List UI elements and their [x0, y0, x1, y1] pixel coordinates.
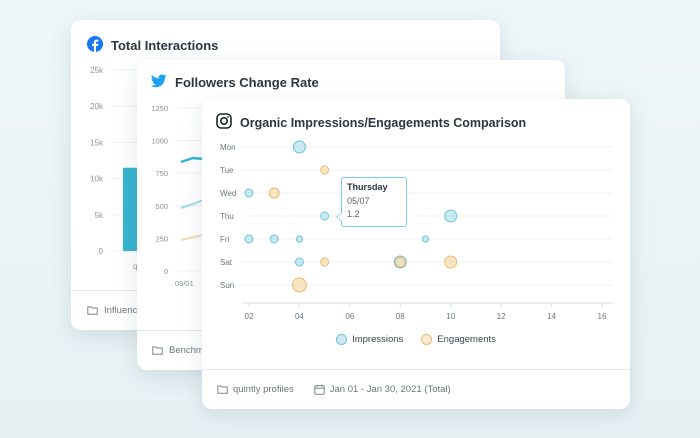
y-tick-label: 1250: [151, 104, 168, 113]
card-header: Total Interactions: [87, 36, 218, 55]
impressions-engagements-scatter-chart: Mon Tue Wed Thu Fri Sat Sun 02 04 06 08 10 12 14 16: [220, 140, 612, 321]
scatter-point-impressions[interactable]: [295, 235, 303, 243]
footer-folder-label[interactable]: quintly profiles: [233, 384, 294, 395]
footer-date-range[interactable]: Jan 01 - Jan 30, 2021 (Total): [329, 384, 451, 395]
footer-folder-label[interactable]: Influence: [104, 305, 143, 316]
legend-item-impressions[interactable]: Impressions: [336, 334, 403, 345]
scatter-point-engagements[interactable]: [291, 277, 307, 293]
y-tick-label: 500: [155, 202, 168, 211]
y-tick-label: 0: [164, 267, 168, 276]
scatter-point-impressions[interactable]: [244, 188, 254, 198]
legend-swatch: [336, 334, 348, 345]
facebook-icon: [87, 36, 103, 55]
legend-label: Impressions: [352, 334, 404, 345]
line-series-3: [180, 234, 204, 241]
scatter-point-engagements[interactable]: [320, 257, 330, 267]
scatter-point-engagements[interactable]: [444, 255, 458, 269]
scatter-point-engagements[interactable]: [320, 165, 330, 175]
card-title: Followers Change Rate: [175, 75, 319, 90]
x-tick-label: 12: [497, 312, 506, 321]
folder-icon: [217, 384, 228, 395]
line-series-2: [180, 199, 204, 209]
card-header: Organic Impressions/Engagements Comparis…: [216, 113, 526, 132]
twitter-icon: [150, 74, 167, 91]
folder-icon: [87, 305, 98, 316]
scatter-point-engagements[interactable]: [268, 187, 280, 199]
legend-swatch: [421, 334, 433, 345]
y-category-label: Sat: [220, 258, 233, 267]
x-tick-label: 02: [245, 312, 254, 321]
y-tick-label: 0: [99, 247, 104, 256]
scatter-point-impressions[interactable]: [269, 234, 279, 244]
y-tick-label: 250: [155, 234, 168, 243]
y-category-label: Sun: [220, 281, 234, 290]
folder-icon: [152, 345, 163, 356]
y-tick-label: 10k: [90, 175, 104, 184]
scatter-point-impressions[interactable]: [294, 257, 304, 267]
tooltip-date: 05/07: [347, 196, 370, 206]
organic-impressions-engagements-card: Organic Impressions/Engagements Comparis…: [202, 99, 630, 409]
card-title: Organic Impressions/Engagements Comparis…: [240, 115, 527, 130]
y-tick-label: 15k: [90, 138, 104, 147]
x-tick-label: 14: [547, 312, 556, 321]
y-tick-label: 1000: [151, 137, 168, 146]
tooltip-title: Thursday: [347, 182, 388, 192]
x-tick-label: 10: [446, 312, 455, 321]
scatter-point-engagements[interactable]: [394, 256, 406, 268]
y-category-label: Fri: [220, 235, 230, 244]
scatter-point-impressions[interactable]: [422, 235, 429, 243]
x-tick-label: q: [133, 262, 137, 271]
card-header: Followers Change Rate: [150, 74, 319, 91]
calendar-icon: [314, 384, 325, 395]
instagram-icon: [216, 113, 232, 132]
y-tick-label: 5k: [95, 211, 104, 220]
scatter-point-impressions[interactable]: [444, 209, 458, 223]
y-tick-label: 20k: [90, 102, 104, 111]
chart-legend: Impressions Engagements: [202, 334, 630, 345]
tooltip-value: 1.2: [347, 209, 360, 219]
y-tick-label: 25k: [90, 66, 104, 75]
x-tick-label: 04: [295, 312, 304, 321]
scatter-point-impressions[interactable]: [320, 211, 330, 221]
y-category-label: Thu: [220, 212, 234, 221]
x-tick-label: 09/01: [175, 279, 194, 288]
footer-folder-label[interactable]: Benchma: [169, 345, 210, 356]
x-tick-label: 06: [345, 312, 354, 321]
x-tick-label: 08: [396, 312, 405, 321]
card-title: Total Interactions: [111, 38, 219, 53]
y-category-label: Mon: [220, 143, 236, 152]
chart-tooltip: Thursday 05/07 1.2: [336, 177, 407, 227]
y-tick-label: 750: [155, 169, 168, 178]
scatter-point-impressions[interactable]: [292, 140, 306, 154]
y-category-label: Wed: [220, 189, 236, 198]
line-series-1: [180, 156, 204, 164]
x-tick-label: 16: [598, 312, 607, 321]
legend-item-engagements[interactable]: Engagements: [421, 334, 496, 345]
card-footer: quintly profiles Jan 01 - Jan 30, 2021 (…: [202, 369, 630, 409]
legend-label: Engagements: [437, 334, 496, 345]
y-category-label: Tue: [220, 166, 234, 175]
scatter-point-impressions[interactable]: [244, 234, 254, 244]
